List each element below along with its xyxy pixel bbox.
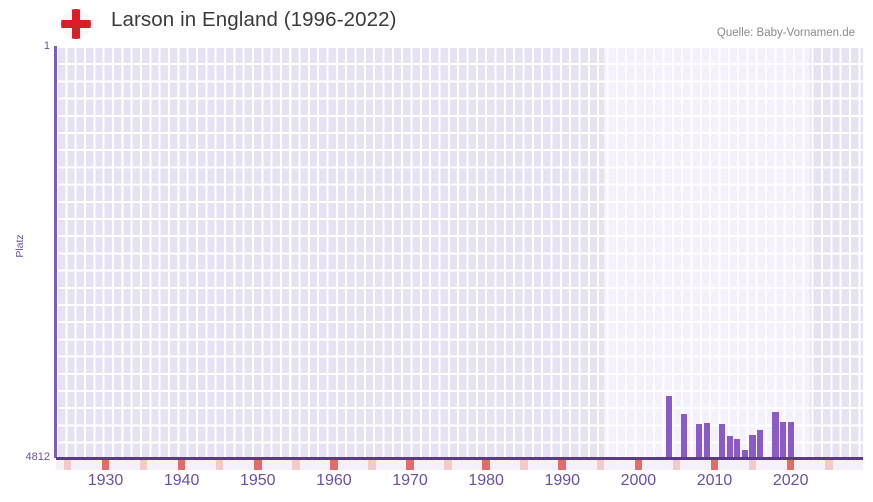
bar xyxy=(741,449,749,458)
page-title: Larson in England (1996-2022) xyxy=(111,8,397,31)
axis-tickmark xyxy=(672,459,681,470)
axis-tickmark xyxy=(63,459,72,470)
bar xyxy=(719,424,726,458)
axis-tickmark xyxy=(710,459,719,470)
bar xyxy=(772,411,779,458)
bar xyxy=(749,434,756,458)
x-axis-tick-label: 1950 xyxy=(239,472,276,489)
axis-tickmark xyxy=(786,459,795,470)
chart-header: Larson in England (1996-2022) Quelle: Ba… xyxy=(0,0,873,46)
axis-tickmark xyxy=(101,459,110,470)
england-flag-icon xyxy=(61,9,91,39)
x-axis-tick-label: 2010 xyxy=(696,472,733,489)
axis-tickmark xyxy=(748,459,757,470)
chart-plot-area xyxy=(56,46,863,458)
y-axis-title: Platz xyxy=(14,234,26,258)
x-axis-line xyxy=(56,457,863,460)
axis-tickmark xyxy=(634,459,643,470)
source-attribution: Quelle: Baby-Vornamen.de xyxy=(716,27,855,39)
x-axis-tick-label: 2000 xyxy=(620,472,657,489)
axis-tickmark xyxy=(368,459,376,470)
x-axis-tick-label: 1980 xyxy=(468,472,504,489)
y-axis-line xyxy=(54,46,57,458)
x-axis-tick-strip xyxy=(56,459,863,470)
axis-tickmark xyxy=(292,459,300,470)
y-axis-tick-top: 1 xyxy=(43,40,50,52)
bar xyxy=(680,413,688,458)
y-axis-tick-bottom: 4812 xyxy=(25,451,50,463)
bar xyxy=(787,422,794,458)
bar xyxy=(703,422,711,458)
data-range-highlight-band xyxy=(604,46,810,458)
bar xyxy=(726,435,733,458)
axis-tickmark xyxy=(215,459,224,470)
axis-tickmark xyxy=(482,459,490,470)
bar xyxy=(779,422,787,458)
axis-tickmark xyxy=(330,459,338,470)
axis-tickmark xyxy=(406,459,414,470)
bar xyxy=(665,396,672,458)
x-axis-tick-label: 1970 xyxy=(392,472,428,489)
bar xyxy=(757,429,764,458)
axis-tickmark xyxy=(520,459,528,470)
flag-cross-vertical xyxy=(72,9,80,39)
axis-tickmark xyxy=(824,459,833,470)
x-axis-tick-label: 1990 xyxy=(544,472,581,489)
bar xyxy=(696,423,703,458)
x-axis-tick-label: 2020 xyxy=(772,472,809,489)
axis-tickmark xyxy=(253,459,262,470)
x-axis-tick-label: 1960 xyxy=(316,472,352,489)
x-axis-tick-label: 1940 xyxy=(163,472,200,489)
axis-tickmark xyxy=(177,459,186,470)
axis-tickmark xyxy=(558,459,567,470)
axis-tickmark xyxy=(596,459,605,470)
axis-tickmark xyxy=(444,459,452,470)
axis-tickmark xyxy=(139,459,148,470)
bar xyxy=(734,439,741,458)
x-axis-tick-label: 1930 xyxy=(87,472,124,489)
